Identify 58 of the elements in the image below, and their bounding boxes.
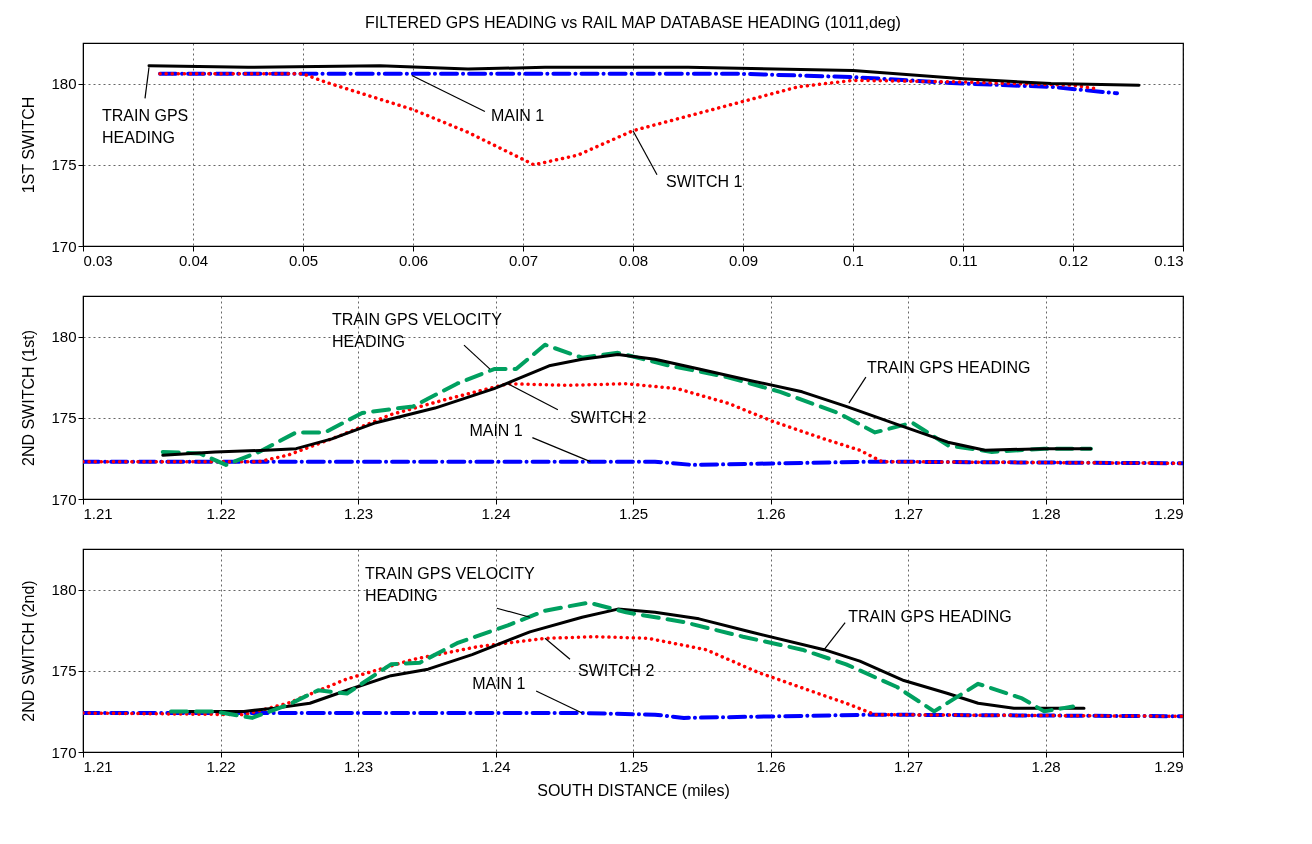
annotation: MAIN 1 (472, 675, 526, 693)
y-tick-label: 170 (51, 237, 77, 255)
line-series (83, 381, 1183, 466)
y-tick-label: 170 (51, 490, 77, 508)
y-axis-title: 2ND SWITCH (1st) (20, 330, 38, 466)
x-tick-label: 1.23 (343, 504, 374, 522)
x-tick-label: 1.22 (206, 504, 236, 522)
annotation: TRAIN GPS VELOCITY HEADING (332, 311, 503, 351)
x-tick-label: 1.25 (618, 757, 649, 775)
x-tick-label: 1.25 (618, 504, 649, 522)
x-tick-label: 0.12 (1058, 251, 1089, 269)
y-tick-label: 175 (51, 662, 77, 680)
x-tick-label: 0.06 (398, 251, 429, 269)
annotation: TRAIN GPS HEADING (848, 607, 1012, 625)
x-tick-label: 0.07 (508, 251, 539, 269)
x-tick-label: 0.08 (618, 251, 649, 269)
x-tick-label: 1.22 (206, 757, 236, 775)
y-axis-title: 2ND SWITCH (2nd) (20, 580, 38, 722)
x-tick-label: 1.24 (481, 757, 511, 775)
x-tick-label: 1.26 (756, 504, 786, 522)
annotation: MAIN 1 (490, 107, 545, 125)
annotation: SWITCH 2 (569, 408, 647, 426)
x-tick-label: 1.28 (1031, 504, 1061, 522)
line-series (158, 71, 1119, 96)
line-series (83, 634, 1183, 719)
y-tick-label: 170 (51, 743, 77, 761)
x-tick-label: 1.21 (83, 757, 113, 775)
y-axis-title: 1ST SWITCH (20, 96, 38, 194)
chart-title: FILTERED GPS HEADING vs RAIL MAP DATABASE HEADING (1011,deg) (365, 14, 901, 31)
x-tick-label: 1.23 (343, 757, 374, 775)
y-tick-label: 175 (51, 156, 77, 174)
x-tick-label: 1.27 (893, 504, 924, 522)
x-tick-label: 0.13 (1154, 251, 1184, 269)
x-tick-label: 0.03 (83, 251, 113, 269)
y-tick-label: 180 (51, 581, 77, 599)
x-tick-label: 1.21 (83, 504, 113, 522)
x-tick-label: 1.28 (1031, 757, 1061, 775)
x-tick-label: 1.29 (1154, 504, 1184, 522)
annotation: SWITCH 1 (666, 172, 743, 190)
x-tick-label: 0.04 (178, 251, 209, 269)
x-tick-label: 1.29 (1154, 757, 1184, 775)
annotation: TRAIN GPS HEADING (102, 107, 189, 147)
x-tick-label: 0.11 (949, 251, 978, 269)
x-tick-label: 0.1 (843, 251, 864, 269)
x-tick-label: 0.09 (728, 251, 759, 269)
annotation: TRAIN GPS VELOCITY HEADING (364, 565, 536, 605)
y-tick-label: 180 (51, 75, 77, 93)
annotation: SWITCH 2 (578, 662, 655, 680)
x-tick-label: 0.05 (288, 251, 319, 269)
annotation: MAIN 1 (469, 421, 523, 439)
x-tick-label: 1.26 (756, 757, 786, 775)
annotation: TRAIN GPS HEADING (866, 359, 1031, 377)
x-tick-label: 1.24 (481, 504, 511, 522)
x-tick-label: 1.27 (893, 757, 924, 775)
x-axis-title: SOUTH DISTANCE (miles) (537, 781, 730, 799)
y-tick-label: 180 (51, 328, 77, 346)
y-tick-label: 175 (51, 409, 77, 427)
line-series (161, 352, 1093, 457)
